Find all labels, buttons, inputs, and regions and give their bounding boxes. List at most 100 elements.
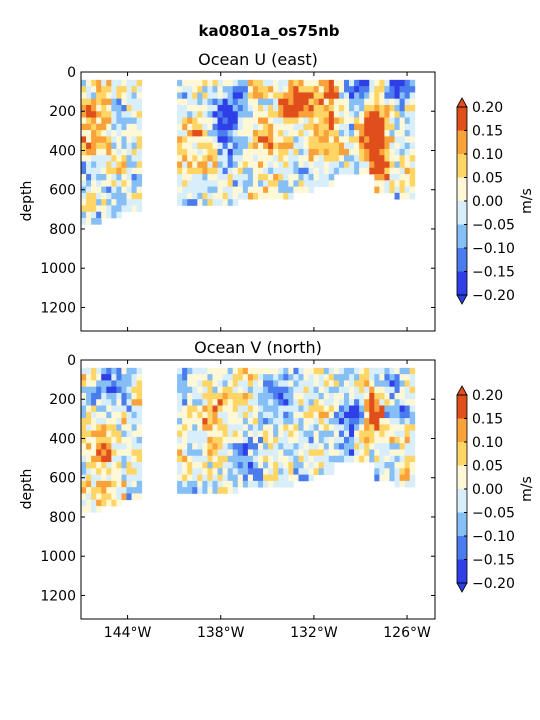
- heatmap-cell: [242, 480, 249, 488]
- heatmap-cell: [258, 86, 264, 93]
- heatmap-cell: [197, 480, 203, 488]
- heatmap-cell: [86, 411, 92, 419]
- heatmap-cell: [333, 449, 340, 457]
- heatmap-cell: [106, 493, 112, 501]
- heatmap-cell: [338, 418, 345, 425]
- heatmap-cell: [318, 443, 325, 450]
- heatmap-cell: [227, 436, 234, 444]
- heatmap-cell: [111, 405, 117, 413]
- heatmap-cell: [273, 374, 279, 381]
- heatmap-cell: [116, 374, 122, 381]
- heatmap-cell: [328, 117, 335, 125]
- heatmap-cell: [217, 136, 223, 144]
- heatmap-cell: [187, 123, 193, 131]
- heatmap-cell: [101, 192, 107, 200]
- heatmap-cell: [283, 405, 289, 413]
- heatmap-cell: [313, 436, 320, 444]
- heatmap-cell: [318, 174, 325, 181]
- heatmap-cell: [364, 399, 370, 406]
- heatmap-cell: [217, 192, 223, 200]
- heatmap-cell: [278, 161, 284, 169]
- heatmap-cell: [187, 436, 193, 444]
- heatmap-cell: [374, 380, 380, 388]
- heatmap-cell: [278, 392, 284, 400]
- heatmap-cell: [359, 148, 365, 156]
- heatmap-cell: [303, 155, 309, 162]
- heatmap-cell: [111, 386, 117, 394]
- heatmap-cell: [116, 418, 122, 425]
- heatmap-cell: [394, 424, 400, 432]
- colorbar-label: m/s: [519, 476, 535, 502]
- heatmap-cell: [187, 167, 193, 175]
- heatmap-cell: [323, 180, 330, 187]
- heatmap-cell: [278, 167, 284, 175]
- heatmap-cell: [313, 167, 320, 175]
- heatmap-cell: [242, 142, 249, 150]
- heatmap-cell: [192, 111, 198, 118]
- heatmap-cell: [364, 424, 370, 432]
- heatmap-cell: [318, 111, 325, 118]
- heatmap-cell: [197, 436, 203, 444]
- heatmap-cell: [126, 117, 132, 125]
- heatmap-cell: [96, 92, 102, 100]
- heatmap-cell: [111, 436, 117, 444]
- heatmap-cell: [242, 192, 249, 200]
- heatmap-cell: [101, 148, 107, 156]
- heatmap-cell: [409, 104, 416, 112]
- heatmap-cell: [258, 142, 264, 150]
- heatmap-cell: [374, 367, 380, 375]
- heatmap-cell: [121, 436, 127, 444]
- heatmap-cell: [106, 499, 112, 507]
- heatmap-cell: [258, 399, 264, 406]
- heatmap-cell: [379, 186, 385, 194]
- heatmap-cell: [404, 374, 411, 381]
- heatmap-cell: [182, 148, 188, 156]
- heatmap-cell: [207, 418, 213, 425]
- heatmap-cell: [343, 123, 350, 131]
- heatmap-cell: [207, 474, 213, 482]
- heatmap-cell: [242, 474, 249, 482]
- heatmap-cell: [349, 136, 355, 144]
- heatmap-cell: [111, 399, 117, 406]
- heatmap-cell: [379, 468, 385, 475]
- heatmap-cell: [288, 167, 294, 175]
- heatmap-cell: [394, 455, 400, 463]
- heatmap-cell: [323, 468, 330, 475]
- heatmap-cell: [131, 174, 138, 181]
- heatmap-cell: [318, 462, 325, 469]
- heatmap-cell: [207, 161, 213, 169]
- heatmap-cell: [318, 142, 325, 150]
- heatmap-cell: [323, 443, 330, 450]
- heatmap-cell: [96, 161, 102, 169]
- colorbar-tick-label: 0.20: [472, 100, 503, 116]
- heatmap-cell: [222, 418, 229, 425]
- heatmap-cell: [374, 424, 380, 432]
- heatmap-cell: [197, 386, 203, 394]
- heatmap-cell: [263, 418, 269, 425]
- heatmap-cell: [308, 392, 315, 400]
- heatmap-cell: [91, 92, 97, 100]
- heatmap-cell: [323, 405, 330, 413]
- heatmap-cell: [333, 130, 340, 137]
- heatmap-cell: [273, 418, 279, 425]
- heatmap-cell: [202, 86, 208, 93]
- heatmap-cell: [247, 136, 254, 144]
- heatmap-cell: [106, 161, 112, 169]
- heatmap-cell: [212, 180, 218, 187]
- heatmap-cell: [258, 192, 264, 200]
- heatmap-cell: [318, 399, 325, 406]
- heatmap-cell: [96, 217, 102, 225]
- heatmap-cell: [131, 205, 138, 213]
- heatmap-cell: [313, 174, 320, 181]
- heatmap-cell: [217, 386, 223, 394]
- heatmap-cell: [91, 167, 97, 175]
- heatmap-cell: [379, 174, 385, 181]
- heatmap-cell: [313, 148, 320, 156]
- heatmap-cell: [278, 468, 284, 475]
- y-tick-label: 1200: [40, 588, 76, 604]
- heatmap-cell: [96, 117, 102, 125]
- heatmap-cell: [187, 192, 193, 200]
- heatmap-cell: [404, 98, 411, 106]
- heatmap-cell: [404, 174, 411, 181]
